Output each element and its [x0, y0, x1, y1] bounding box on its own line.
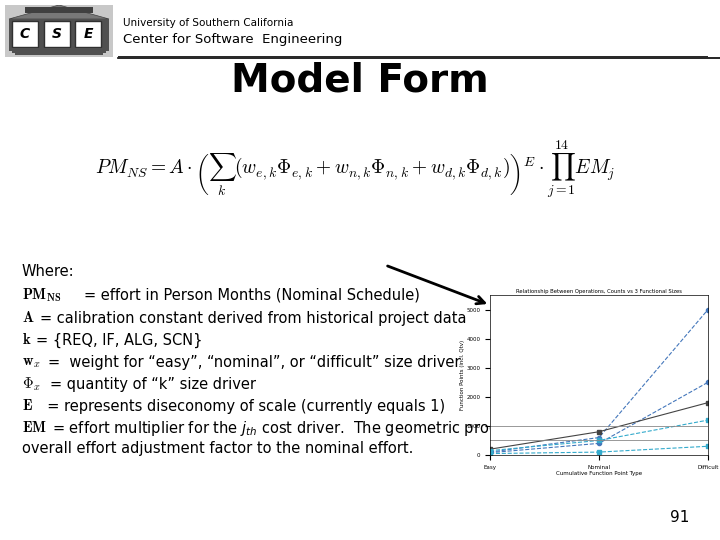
Text: =  weight for “easy”, “nominal”, or “difficult” size driver: = weight for “easy”, “nominal”, or “diff…: [48, 354, 461, 369]
Text: Where:: Where:: [22, 265, 75, 280]
Text: = represents diseconomy of scale (currently equals 1): = represents diseconomy of scale (curren…: [38, 399, 445, 414]
Bar: [15, 52, 103, 55]
Text: $\mathbf{EM}$: $\mathbf{EM}$: [22, 421, 47, 435]
Text: $PM_{NS} = A \cdot \left(\sum_{k}(w_{e,k}\Phi_{e,k} + w_{n,k}\Phi_{n,k} + w_{d,k: $PM_{NS} = A \cdot \left(\sum_{k}(w_{e,k…: [95, 139, 615, 201]
Bar: [44, 21, 70, 47]
Text: $\mathbf{PM_{NS}}$: $\mathbf{PM_{NS}}$: [22, 286, 62, 304]
Y-axis label: Function Points (incl. Qtv): Function Points (incl. Qtv): [460, 340, 465, 410]
Bar: [12, 21, 38, 47]
Bar: [12, 50, 106, 53]
Text: $\mathbf{E}$: $\mathbf{E}$: [22, 399, 33, 414]
Text: overall effort adjustment factor to the nominal effort.: overall effort adjustment factor to the …: [22, 441, 413, 456]
Text: Model Form: Model Form: [231, 61, 489, 99]
Text: University of Southern California: University of Southern California: [123, 18, 293, 28]
Text: 91: 91: [670, 510, 690, 525]
Text: C: C: [20, 27, 30, 41]
Text: E: E: [84, 27, 93, 41]
Bar: [75, 21, 101, 47]
Text: $\mathbf{A}$: $\mathbf{A}$: [22, 310, 35, 326]
Text: S: S: [52, 27, 62, 41]
Bar: [9, 48, 109, 51]
Text: = effort multiplier for the $j_{th}$ cost driver.  The geometric product results: = effort multiplier for the $j_{th}$ cos…: [52, 418, 616, 437]
Title: Relationship Between Operations, Counts vs 3 Functional Sizes: Relationship Between Operations, Counts …: [516, 289, 682, 294]
Text: = effort in Person Months (Nominal Schedule): = effort in Person Months (Nominal Sched…: [84, 287, 420, 302]
Text: $\mathbf{k}$: $\mathbf{k}$: [22, 333, 32, 348]
Bar: [25, 7, 93, 13]
X-axis label: Cumulative Function Point Type: Cumulative Function Point Type: [556, 471, 642, 476]
Text: $\mathbf{\Phi}_x$: $\mathbf{\Phi}_x$: [22, 375, 40, 393]
Text: Center for Software  Engineering: Center for Software Engineering: [123, 32, 343, 45]
Text: = quantity of “k” size driver: = quantity of “k” size driver: [50, 376, 256, 392]
Text: = calibration constant derived from historical project data: = calibration constant derived from hist…: [40, 310, 467, 326]
Bar: [9, 19, 109, 49]
Polygon shape: [9, 5, 109, 19]
Text: $\mathbf{w}_x$: $\mathbf{w}_x$: [22, 354, 40, 369]
Text: = {REQ, IF, ALG, SCN}: = {REQ, IF, ALG, SCN}: [36, 333, 202, 348]
